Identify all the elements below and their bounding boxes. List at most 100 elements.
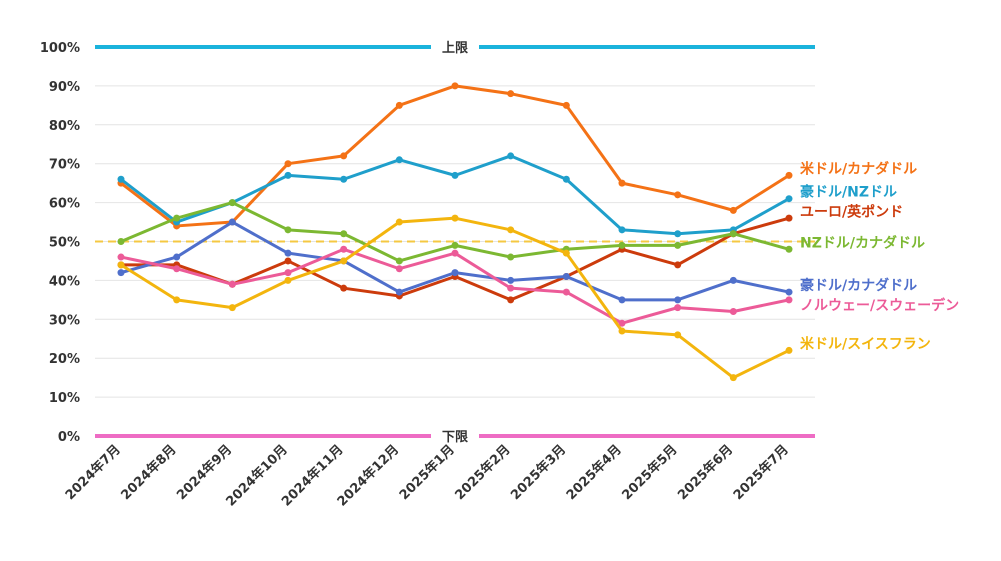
x-tick-label: 2025年3月 [507,442,569,504]
y-tick-label: 80% [49,119,80,134]
data-point [117,253,125,261]
y-tick-label: 50% [49,236,80,251]
series-label: 米ドル/スイスフラン [800,335,931,352]
data-point [674,331,682,339]
x-tick-label: 2025年4月 [563,442,625,504]
data-point [562,175,570,183]
data-point [340,152,348,160]
data-point [228,304,236,312]
data-point [507,296,515,304]
data-point [618,179,626,187]
series-label: ユーロ/英ポンド [800,204,903,221]
data-point [228,199,236,207]
y-tick-label: 40% [49,274,80,289]
data-point [173,296,181,304]
data-point [173,265,181,273]
data-point [674,261,682,269]
data-point [729,276,737,284]
x-tick-label: 2024年8月 [118,442,180,504]
data-point [562,249,570,257]
data-point [284,269,292,277]
data-point [785,171,793,179]
y-axis-ticks: 0% 10% 20% 30% 40% 50% 60% 70% 80% 90% 100% [40,41,80,445]
x-tick-label: 2025年7月 [730,442,792,504]
data-point [618,296,626,304]
y-tick-label: 90% [49,80,80,95]
data-point [173,214,181,222]
y-tick-label: 0% [58,430,80,445]
data-point [340,257,348,265]
y-tick-label: 70% [49,158,80,173]
data-point [395,288,403,296]
limit-label-bg [431,426,479,446]
data-point [785,214,793,222]
data-point [785,195,793,203]
series-label: NZドル/カナダドル [800,234,925,251]
data-point [451,82,459,90]
data-point [117,261,125,269]
data-point [674,191,682,199]
data-point [618,327,626,335]
data-point [284,171,292,179]
x-tick-label: 2025年2月 [452,442,514,504]
data-point [562,288,570,296]
data-point [562,273,570,281]
x-tick-label: 2025年6月 [674,442,736,504]
y-tick-label: 30% [49,313,80,328]
data-point [117,238,125,245]
data-point [729,206,737,214]
data-point [507,276,515,284]
series-label: ノルウェー/スウェーデン [800,297,959,314]
data-point [228,218,236,226]
x-tick-label: 2025年1月 [396,442,458,504]
data-point [729,230,737,238]
data-point [117,269,125,277]
limit-label: 上限 [442,41,469,56]
limit-label-bg [431,37,479,57]
y-tick-label: 100% [40,41,80,56]
data-point [451,269,459,277]
data-point [340,230,348,238]
data-point [618,241,626,249]
data-point [451,214,459,222]
x-tick-label: 2025年5月 [619,442,681,504]
data-point [284,276,292,284]
data-point [674,304,682,312]
data-point [785,288,793,296]
data-point [785,346,793,354]
data-point [729,308,737,316]
data-point [395,265,403,273]
data-point [618,226,626,234]
data-point [674,241,682,249]
y-tick-label: 20% [49,352,80,367]
data-point [785,296,793,304]
data-point [451,171,459,179]
data-point [507,284,515,292]
data-point [785,245,793,253]
y-tick-label: 60% [49,197,80,212]
data-point [228,280,236,288]
data-point [562,101,570,109]
data-point [340,245,348,253]
data-point [284,257,292,265]
data-point [618,319,626,327]
data-point [117,175,125,183]
data-point [507,90,515,98]
data-point [284,249,292,257]
data-point [340,284,348,292]
y-tick-label: 10% [49,391,80,406]
data-point [729,374,737,382]
data-point [284,160,292,168]
limit-label: 下限 [442,430,469,445]
series-label: 豪ドル/NZドル [800,184,897,201]
series-layer [117,82,793,382]
data-point [395,257,403,265]
data-point [451,241,459,249]
data-point [507,253,515,261]
data-point [507,152,515,160]
series-line [119,247,791,325]
data-point [395,156,403,164]
series-label: 米ドル/カナダドル [800,160,917,177]
